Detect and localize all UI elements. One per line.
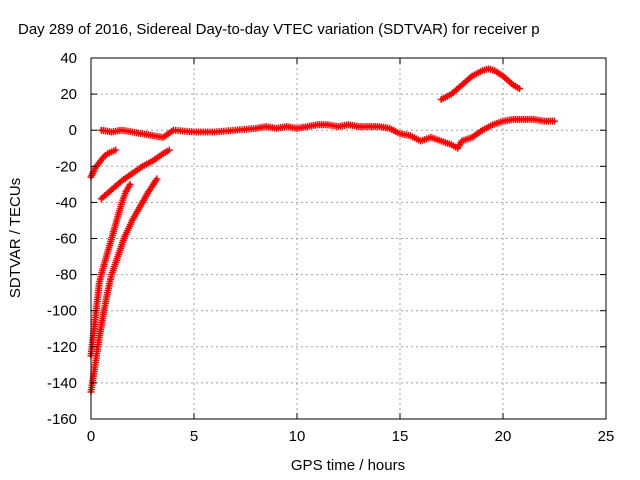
data-point-marker: [165, 146, 173, 154]
x-tick-label: 25: [598, 428, 615, 445]
data-point-marker: [153, 175, 161, 183]
y-axis-title: SDTVAR / TECUs: [7, 178, 24, 298]
y-tick-label: 0: [69, 122, 77, 139]
x-axis-title: GPS time / hours: [291, 457, 405, 474]
y-tick-label: 40: [60, 50, 77, 67]
data-point-marker: [112, 146, 120, 154]
series-arc-B: [97, 146, 173, 203]
series-arc-D: [87, 175, 161, 396]
y-tick-label: -60: [55, 231, 77, 248]
axis-ticks: 0 5 10 15 20 25 -160 -140 -120 -100 -80 -60 -40 -20 0 2…: [47, 50, 614, 445]
y-tick-label: 20: [60, 86, 77, 103]
data-point-marker: [126, 180, 134, 188]
y-tick-label: -160: [47, 411, 77, 428]
x-tick-label: 10: [289, 428, 306, 445]
x-tick-label: 15: [392, 428, 409, 445]
data-series: [87, 65, 558, 396]
plot-frame: [90, 57, 607, 420]
chart-title: Day 289 of 2016, Sidereal Day-to-day VTE…: [18, 21, 540, 38]
series-late-arc: [437, 65, 523, 104]
y-tick-label: -40: [55, 194, 77, 211]
series-arc-A: [87, 146, 120, 181]
series-main-arc: [97, 115, 558, 152]
x-tick-label: 5: [190, 428, 198, 445]
y-tick-label: -80: [55, 267, 77, 284]
y-tick-label: -100: [47, 303, 77, 320]
y-tick-label: -20: [55, 158, 77, 175]
x-tick-label: 0: [87, 428, 95, 445]
grid-lines: [91, 58, 606, 419]
y-tick-label: -140: [47, 375, 77, 392]
x-tick-label: 20: [495, 428, 512, 445]
data-point-marker: [515, 85, 523, 93]
y-tick-label: -120: [47, 339, 77, 356]
data-point-marker: [551, 117, 558, 125]
